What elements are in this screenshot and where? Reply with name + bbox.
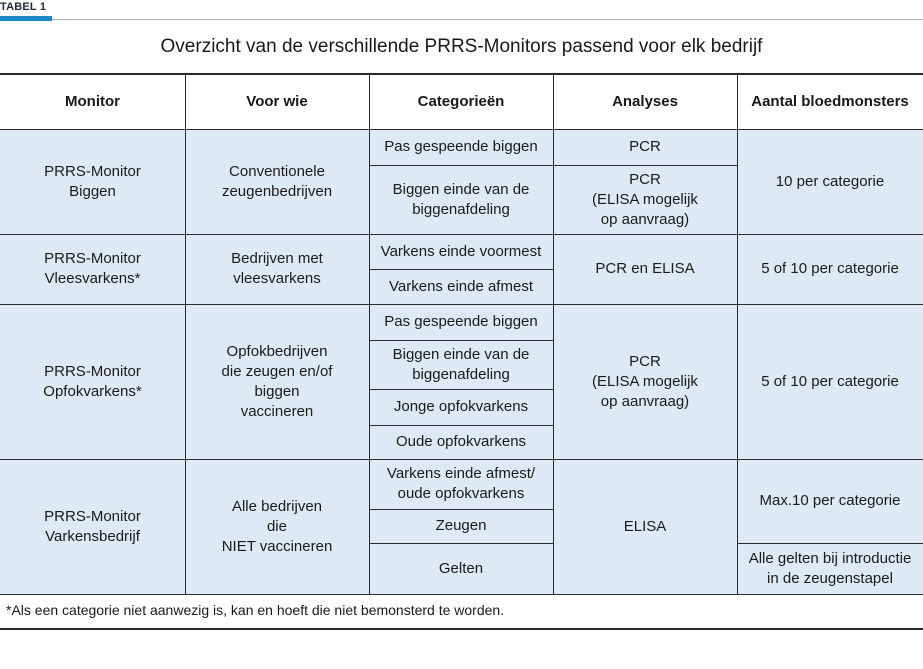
group-band <box>0 129 923 234</box>
voor-wie-cell: Conventionele zeugenbedrijven <box>221 162 333 200</box>
row-divider <box>369 425 553 426</box>
monsters-cell: 5 of 10 per categorie <box>761 260 899 277</box>
table-top-border <box>0 73 923 75</box>
category-cell: Pas gespeende biggen <box>384 138 538 155</box>
voor-wie-cell: Alle bedrijven die NIET vaccineren <box>221 497 333 555</box>
row-divider <box>0 304 923 305</box>
category-cell: Zeugen <box>435 517 487 534</box>
category-cell: Varkens einde voormest <box>380 242 542 260</box>
category-cell: Biggen einde van de biggenafdeling <box>392 180 530 218</box>
row-divider <box>369 509 553 510</box>
analyses-cell: PCR (ELISA mogelijk op aanvraag) <box>592 352 698 410</box>
category-cell: Gelten <box>438 559 484 577</box>
analyses-cell: ELISA <box>623 517 667 535</box>
group-band <box>0 459 923 594</box>
row-divider <box>369 165 553 166</box>
monsters-cell: 10 per categorie <box>775 172 885 190</box>
tag-accent-bar <box>0 16 52 21</box>
column-divider <box>185 75 186 594</box>
row-divider <box>553 165 737 166</box>
voor-wie-cell: Bedrijven met vleesvarkens <box>231 250 323 287</box>
column-header: Monitor <box>0 75 185 129</box>
row-divider <box>369 269 553 270</box>
table-tag: TABEL 1 <box>0 1 47 13</box>
monitor-cell: PRRS-Monitor Vleesvarkens* <box>44 250 141 287</box>
row-divider <box>0 594 923 595</box>
column-divider <box>369 75 370 594</box>
column-header: Voor wie <box>185 75 369 129</box>
row-divider <box>369 543 553 544</box>
monitor-cell: PRRS-Monitor Biggen <box>44 162 141 200</box>
category-cell: Oude opfokvarkens <box>395 433 527 450</box>
column-header: Aantal bloedmonsters <box>737 75 923 129</box>
voor-wie-cell: Opfokbedrijven die zeugen en/of biggen v… <box>221 342 333 420</box>
column-divider <box>553 75 554 594</box>
row-divider <box>0 628 923 630</box>
analyses-cell: PCR (ELISA mogelijk op aanvraag) <box>592 170 698 228</box>
analyses-cell: PCR <box>629 138 661 155</box>
column-header: Categorieën <box>369 75 553 129</box>
monsters-cell: Alle gelten bij introductie in de zeugen… <box>748 549 912 587</box>
monsters-cell: 5 of 10 per categorie <box>761 372 899 390</box>
column-divider <box>737 75 738 594</box>
monsters-cell: Max.10 per categorie <box>759 492 901 509</box>
row-divider <box>0 129 923 130</box>
category-cell: Biggen einde van de biggenafdeling <box>392 345 530 383</box>
column-header: Analyses <box>553 75 737 129</box>
row-divider <box>0 459 923 460</box>
category-cell: Varkens einde afmest/ oude opfokvarkens <box>386 465 536 502</box>
monitor-cell: PRRS-Monitor Opfokvarkens* <box>43 362 142 400</box>
row-divider <box>369 340 553 341</box>
monitor-cell: PRRS-Monitor Varkensbedrijf <box>44 507 141 545</box>
group-band <box>0 304 923 459</box>
analyses-cell: PCR en ELISA <box>595 260 695 277</box>
row-divider <box>369 389 553 390</box>
table-title: Overzicht van de verschillende PRRS-Moni… <box>160 36 763 57</box>
row-divider <box>737 543 923 544</box>
category-cell: Varkens einde afmest <box>389 277 533 295</box>
category-cell: Jonge opfokvarkens <box>393 398 529 415</box>
footnote: *Als een categorie niet aanwezig is, kan… <box>6 602 505 618</box>
row-divider <box>0 234 923 235</box>
category-cell: Pas gespeende biggen <box>384 313 538 330</box>
tag-rule <box>52 19 923 20</box>
